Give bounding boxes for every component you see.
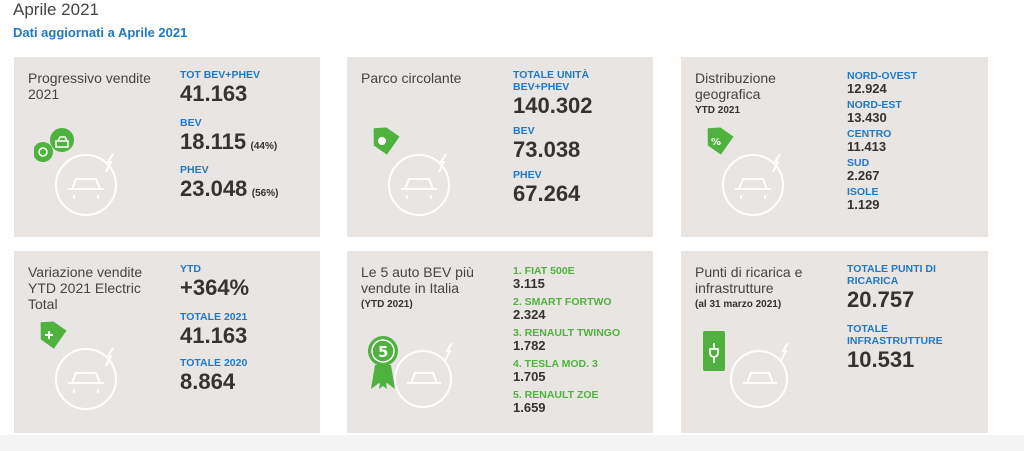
- card-title-text: Punti di ricarica e infrastrutture: [695, 264, 803, 296]
- region-label: ISOLE: [847, 186, 879, 198]
- car-value: 1.782: [513, 338, 546, 353]
- ytd-label: YTD: [180, 263, 201, 275]
- car-label: 1. FIAT 500E: [513, 265, 575, 277]
- total-2021-label: TOTALE 2021: [180, 311, 248, 323]
- tot-bev-phev-label: TOT BEV+PHEV: [180, 69, 261, 81]
- card-charging-points: Punti di ricarica e infrastrutture (al 3…: [681, 251, 988, 433]
- card-title: Punti di ricarica e infrastrutture (al 3…: [695, 264, 835, 312]
- region-value: 1.129: [847, 197, 880, 212]
- phev-label: PHEV: [513, 169, 542, 181]
- page-subtitle: Dati aggiornati a Aprile 2021: [13, 25, 188, 40]
- card-title: Le 5 auto BEV più vendute in Italia (YTD…: [361, 264, 501, 312]
- region-label: NORD-OVEST: [847, 70, 918, 82]
- region-label: NORD-EST: [847, 99, 902, 111]
- car-value: 2.324: [513, 307, 546, 322]
- badge-number: 5: [378, 343, 388, 361]
- card-top5-bev: Le 5 auto BEV più vendute in Italia (YTD…: [347, 251, 653, 433]
- infrastructures-label: TOTALE INFRASTRUTTURE: [847, 323, 943, 347]
- rank-five-badge-icon: 5: [368, 336, 453, 408]
- svg-text:%: %: [711, 137, 721, 148]
- bev-label: BEV: [513, 125, 535, 137]
- total-units-label: TOTALE UNITÀ BEV+PHEV: [513, 69, 590, 93]
- bev-value: 73.038: [513, 137, 581, 162]
- car-label: 2. SMART FORTWO: [513, 296, 612, 308]
- card-subtitle: (al 31 marzo 2021): [695, 299, 782, 310]
- card-title-text: Le 5 auto BEV più vendute in Italia: [361, 264, 474, 296]
- total-2020-label: TOTALE 2020: [180, 357, 248, 369]
- car-value: 1.705: [513, 369, 546, 384]
- card-sales-variation: Variazione vendite YTD 2021 Electric Tot…: [14, 251, 320, 433]
- card-subtitle: YTD 2021: [695, 105, 741, 116]
- tot-bev-phev-value: 41.163: [180, 81, 248, 106]
- car-charging-icon: [34, 128, 117, 216]
- phev-value: 23.048: [180, 176, 248, 201]
- region-value: 12.924: [847, 81, 887, 96]
- car-label: 3. RENAULT TWINGO: [513, 327, 621, 339]
- phev-label: PHEV: [180, 164, 209, 176]
- plus-tag-icon: [40, 321, 117, 410]
- charging-station-plug-icon: [703, 331, 789, 408]
- percent-tag-icon: %: [707, 127, 784, 216]
- card-title: Variazione vendite YTD 2021 Electric Tot…: [28, 264, 143, 312]
- charging-points-label: TOTALE PUNTI DI RICARICA: [847, 263, 936, 287]
- page-title: Aprile 2021: [13, 0, 100, 19]
- card-subtitle: (YTD 2021): [361, 299, 413, 310]
- card-title: Distribuzione geografica YTD 2021: [695, 70, 835, 118]
- bev-label: BEV: [180, 117, 202, 129]
- total-units-value: 140.302: [513, 93, 593, 118]
- car-value: 1.659: [513, 400, 546, 415]
- ytd-value: +364%: [180, 275, 250, 300]
- card-title: Parco circolante: [361, 70, 462, 86]
- bottom-band: [0, 435, 1024, 451]
- total-2021-value: 41.163: [180, 323, 248, 348]
- card-progressive-sales: Progressivo vendite 2021 TOT BEV+PHEV 41…: [14, 57, 320, 237]
- total-2020-value: 8.864: [180, 369, 236, 394]
- region-value: 11.413: [847, 139, 887, 154]
- infrastructures-value: 10.531: [847, 347, 915, 372]
- car-value: 3.115: [513, 276, 545, 291]
- region-value: 13.430: [847, 110, 887, 125]
- card-title: Progressivo vendite 2021: [28, 70, 151, 102]
- charging-points-value: 20.757: [847, 287, 915, 312]
- car-label: 5. RENAULT ZOE: [513, 389, 599, 401]
- bev-value: 18.115: [180, 129, 247, 154]
- card-circulating-fleet: Parco circolante TOTALE UNITÀ BEV+PHEV 1…: [347, 57, 653, 237]
- car-label: 4. TESLA MOD. 3: [513, 358, 598, 370]
- location-pin-tag-icon: [373, 127, 450, 216]
- region-label: CENTRO: [847, 128, 892, 140]
- bev-pct: (44%): [250, 141, 278, 152]
- card-title-text: Distribuzione geografica: [695, 70, 776, 102]
- region-label: SUD: [847, 157, 870, 169]
- phev-pct: (56%): [251, 188, 279, 199]
- phev-value: 67.264: [513, 181, 581, 206]
- region-value: 2.267: [847, 168, 880, 183]
- card-geographic-distribution: Distribuzione geografica YTD 2021 % NORD…: [681, 57, 988, 237]
